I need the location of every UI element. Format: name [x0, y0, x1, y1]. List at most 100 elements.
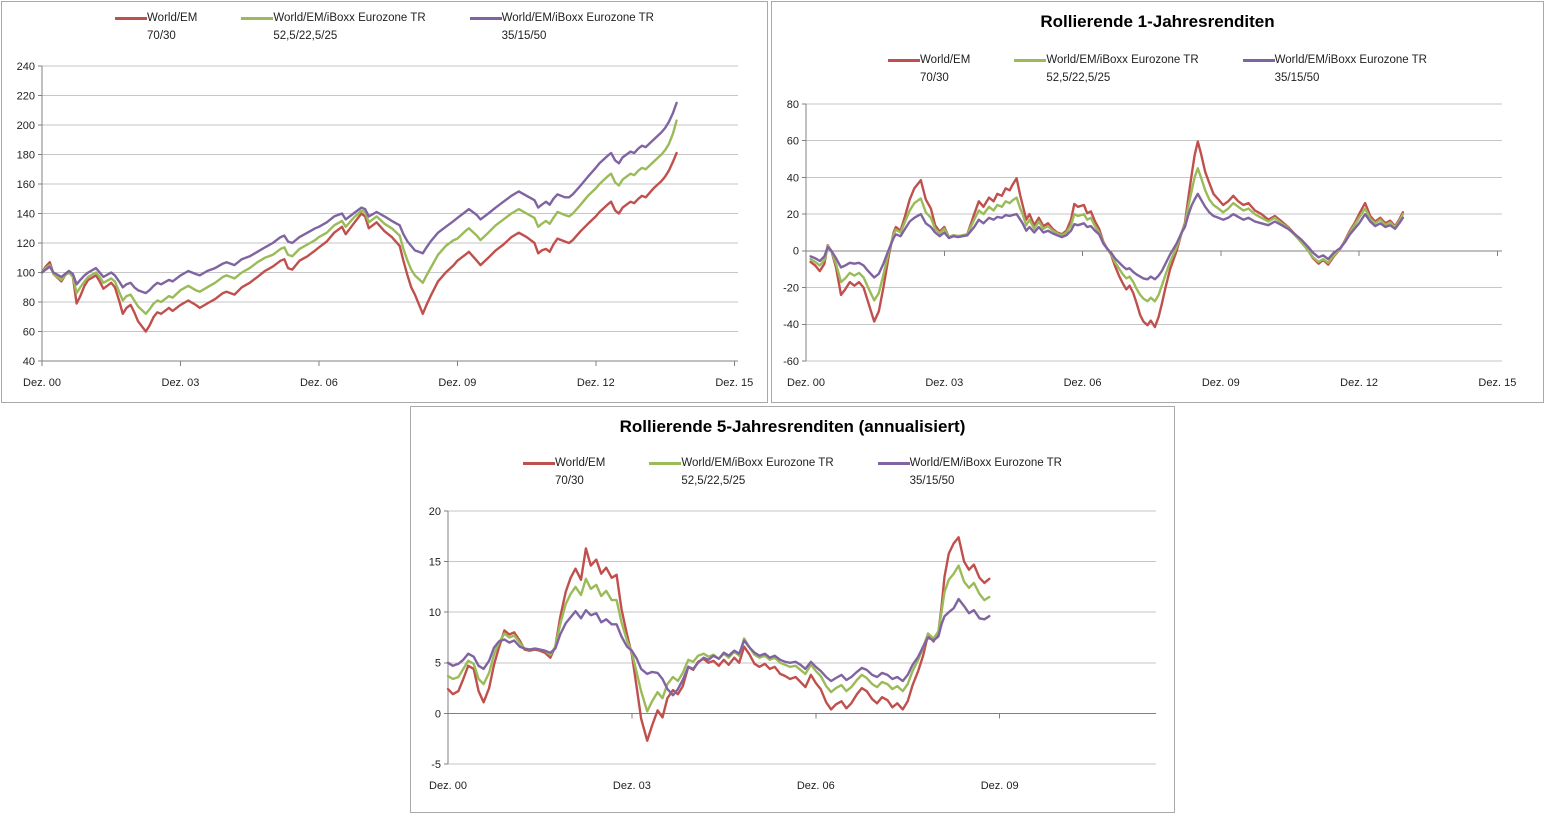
y-axis-tick-label: 60 — [787, 136, 799, 148]
y-axis-tick-label: 15 — [429, 556, 441, 568]
chart-title-5y: Rollierende 5-Jahresrenditen (annualisie… — [619, 417, 966, 436]
legend-series-weights: 35/15/50 — [1274, 71, 1320, 84]
legend-series-name: World/EM/iBoxx Eurozone TR — [1046, 54, 1199, 66]
legend-series-name: World/EM/iBoxx Eurozone TR — [909, 457, 1062, 469]
y-axis-tick-label: -20 — [783, 282, 799, 294]
x-axis-tick-label: Dez. 00 — [429, 780, 467, 792]
y-axis-tick-label: 20 — [787, 209, 799, 221]
legend-label: World/EM/iBoxx Eurozone TR 52,5/22,5/25 — [1046, 52, 1198, 88]
series-line-70-30 — [446, 536, 991, 742]
legend-item: World/EM 70/30 — [523, 455, 605, 491]
y-axis-tick-label: 120 — [17, 238, 35, 250]
series-line-35-15-50 — [809, 192, 1405, 281]
x-axis-tick-label: Dez. 12 — [1340, 377, 1378, 389]
legend-label: World/EM 70/30 — [555, 455, 605, 491]
legend-series-weights: 52,5/22,5/25 — [273, 29, 338, 42]
y-axis-tick-label: -40 — [783, 319, 799, 331]
y-axis-tick-label: 80 — [23, 297, 35, 309]
legend-line-marker — [469, 17, 502, 20]
legend-index-development: World/EM 70/30 World/EM/iBoxx Eurozone TR 5… — [2, 10, 767, 46]
y-axis-tick-label: 240 — [17, 61, 35, 73]
y-axis-tick-label: 5 — [435, 658, 441, 670]
y-axis-tick-label: 160 — [17, 179, 35, 191]
series-line-52-5-22-5-25 — [446, 564, 991, 713]
legend-item: World/EM/iBoxx Eurozone TR 35/15/50 — [877, 455, 1062, 491]
x-axis-tick-label: Dez. 06 — [1064, 377, 1102, 389]
series-line-35-15-50 — [446, 597, 991, 697]
legend-series-name: World/EM — [147, 12, 198, 24]
legend-label: World/EM/iBoxx Eurozone TR 52,5/22,5/25 — [273, 10, 425, 46]
y-axis-tick-label: 200 — [17, 120, 35, 132]
legend-series-name: World/EM/iBoxx Eurozone TR — [501, 12, 654, 24]
legend-series-weights: 35/15/50 — [501, 29, 547, 42]
legend-line-marker — [241, 17, 274, 20]
legend-item: World/EM/iBoxx Eurozone TR 35/15/50 — [1242, 52, 1427, 88]
legend-line-marker — [1014, 59, 1047, 62]
legend-series-weights: 52,5/22,5/25 — [1046, 71, 1111, 84]
y-axis-tick-label: 20 — [429, 506, 441, 518]
rolling-5y-line-chart: -5 0 5 10 15 20 Dez. 00 Dez. 03 Dez. 06 Dez. 09 — [429, 506, 1156, 792]
x-axis-tick-label: Dez. 09 — [981, 780, 1019, 792]
y-axis-tick-label: 40 — [787, 172, 799, 184]
legend-series-name: World/EM — [555, 457, 606, 469]
legend-series-weights: 70/30 — [555, 474, 584, 487]
x-axis-tick-label: Dez. 03 — [613, 780, 651, 792]
legend-item: World/EM 70/30 — [888, 52, 970, 88]
chart-title-1y: Rollierende 1-Jahresrenditen — [1040, 12, 1275, 31]
legend-series-name: World/EM — [920, 54, 971, 66]
y-axis-tick-label: -5 — [431, 759, 441, 771]
y-axis-tick-label: 220 — [17, 90, 35, 102]
legend-line-marker — [115, 17, 148, 20]
legend-item: World/EM/iBoxx Eurozone TR 52,5/22,5/25 — [649, 455, 834, 491]
series-line-52-5-22-5-25 — [40, 119, 678, 315]
legend-series-name: World/EM/iBoxx Eurozone TR — [1274, 54, 1427, 66]
series-line-35-15-50 — [40, 101, 678, 295]
chart-panel-rolling-5y-returns: Rollierende 5-Jahresrenditen (annualisie… — [410, 406, 1175, 813]
legend-item: World/EM/iBoxx Eurozone TR 52,5/22,5/25 — [241, 10, 426, 46]
x-axis-tick-label: Dez. 06 — [300, 377, 338, 389]
legend-label: World/EM/iBoxx Eurozone TR 35/15/50 — [910, 455, 1062, 491]
y-axis-tick-label: 100 — [17, 267, 35, 279]
series-line-70-30 — [40, 151, 678, 333]
x-axis-tick-label: Dez. 03 — [162, 377, 200, 389]
legend-series-weights: 70/30 — [147, 29, 176, 42]
index-development-line-chart: 40 60 80 100 120 140 160 180 200 220 240 Dez. 00 Dez… — [17, 61, 754, 389]
legend-line-marker — [523, 462, 556, 465]
legend-rolling-5y: World/EM 70/30 World/EM/iBoxx Eurozone TR 5… — [411, 455, 1174, 491]
legend-line-marker — [1242, 59, 1275, 62]
legend-series-name: World/EM/iBoxx Eurozone TR — [681, 457, 834, 469]
y-axis-tick-label: 60 — [23, 326, 35, 338]
chart-panel-rolling-1y-returns: Rollierende 1-Jahresrenditen -60 -40 -20 0 2… — [771, 1, 1544, 403]
y-axis-tick-label: 0 — [435, 708, 441, 720]
y-axis-tick-label: 180 — [17, 149, 35, 161]
chart-panel-index-development: 40 60 80 100 120 140 160 180 200 220 240 Dez. 00 Dez… — [1, 1, 768, 403]
legend-series-weights: 35/15/50 — [909, 474, 955, 487]
x-axis-tick-label: Dez. 00 — [23, 377, 61, 389]
x-axis-tick-label: Dez. 09 — [1202, 377, 1240, 389]
legend-item: World/EM 70/30 — [115, 10, 197, 46]
rolling-1y-line-chart: -60 -40 -20 0 20 40 60 80 Dez. 00 Dez. 03 Dez. 06 D… — [783, 99, 1516, 389]
legend-label: World/EM/iBoxx Eurozone TR 35/15/50 — [502, 10, 654, 46]
legend-line-marker — [649, 462, 682, 465]
legend-label: World/EM/iBoxx Eurozone TR 35/15/50 — [1275, 52, 1427, 88]
legend-item: World/EM/iBoxx Eurozone TR 35/15/50 — [469, 10, 654, 46]
legend-label: World/EM 70/30 — [147, 10, 197, 46]
legend-series-name: World/EM/iBoxx Eurozone TR — [273, 12, 426, 24]
legend-series-weights: 52,5/22,5/25 — [681, 474, 746, 487]
y-axis-tick-label: 40 — [23, 356, 35, 368]
legend-label: World/EM 70/30 — [920, 52, 970, 88]
y-axis-tick-label: -60 — [783, 356, 799, 368]
x-axis-tick-label: Dez. 00 — [787, 377, 825, 389]
legend-series-weights: 70/30 — [920, 71, 949, 84]
legend-item: World/EM/iBoxx Eurozone TR 52,5/22,5/25 — [1014, 52, 1199, 88]
x-axis-tick-label: Dez. 03 — [925, 377, 963, 389]
x-axis-tick-label: Dez. 06 — [797, 780, 835, 792]
y-axis-tick-label: 10 — [429, 607, 441, 619]
legend-line-marker — [877, 462, 910, 465]
legend-label: World/EM/iBoxx Eurozone TR 52,5/22,5/25 — [681, 455, 833, 491]
y-axis-tick-label: 80 — [787, 99, 799, 111]
x-axis-tick-label: Dez. 15 — [1478, 377, 1516, 389]
x-axis-tick-label: Dez. 09 — [438, 377, 476, 389]
y-axis-tick-label: 0 — [793, 246, 799, 258]
series-line-70-30 — [809, 140, 1405, 329]
